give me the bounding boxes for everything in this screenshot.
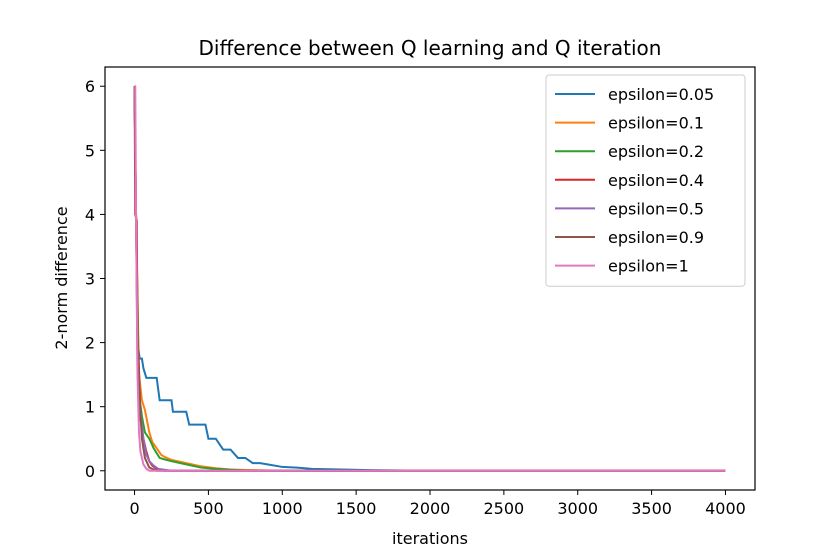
y-axis-label: 2-norm difference [52,206,71,349]
legend-label-2: epsilon=0.2 [608,142,704,161]
x-tick-label-5: 2500 [484,499,525,518]
series-line-6 [134,85,726,472]
x-tick-label-1: 500 [193,499,224,518]
legend-label-5: epsilon=0.9 [608,228,704,247]
x-tick-label-4: 2000 [410,499,451,518]
y-tick-label-5: 5 [85,141,95,160]
y-tick-label-0: 0 [85,462,95,481]
y-tick-label-1: 1 [85,398,95,417]
x-tick-label-6: 3000 [557,499,598,518]
legend-label-0: epsilon=0.05 [608,85,714,104]
legend-box [545,74,746,287]
legend: epsilon=0.05 epsilon=0.1 epsilon=0.2 epsilo… [545,74,746,287]
x-tick-label-2: 1000 [262,499,303,518]
chart-title: Difference between Q learning and Q iter… [199,36,662,60]
axes: 0 500 1000 1500 2000 2500 3000 3500 4000 0 1 2 3 4 5 6 [85,77,746,518]
y-tick-label-6: 6 [85,77,95,96]
legend-label-1: epsilon=0.1 [608,114,704,133]
x-tick-label-7: 3500 [631,499,672,518]
y-tick-label-4: 4 [85,205,95,224]
y-tick-label-3: 3 [85,270,95,289]
x-axis-label: iterations [392,529,468,548]
legend-label-3: epsilon=0.4 [608,171,704,190]
legend-label-4: epsilon=0.5 [608,199,704,218]
series-line-0 [133,86,726,472]
plot-area [133,85,726,472]
x-tick-label-8: 4000 [705,499,746,518]
y-tick-label-2: 2 [85,334,95,353]
legend-label-6: epsilon=1 [608,257,689,276]
x-tick-label-3: 1500 [336,499,377,518]
x-tick-label-0: 0 [129,499,139,518]
